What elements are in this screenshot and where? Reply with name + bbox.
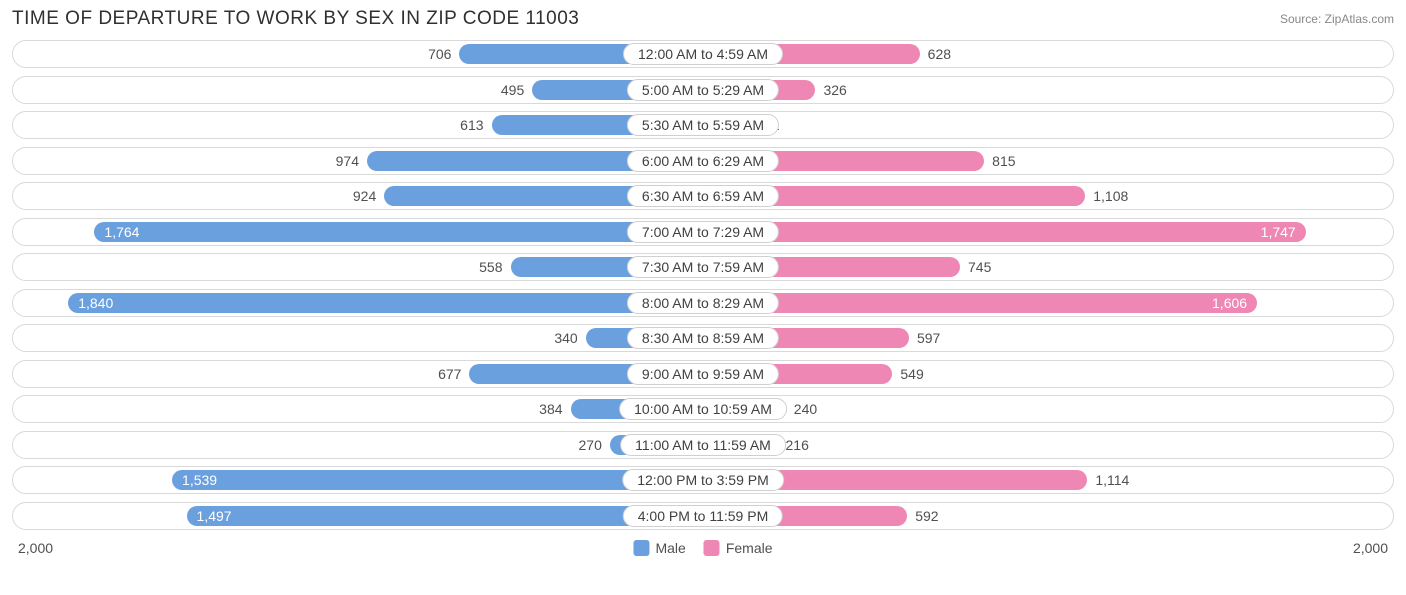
chart-row: 384 240 10:00 AM to 10:59 AM — [12, 395, 1394, 423]
legend: Male Female — [633, 540, 772, 556]
legend-swatch-female — [704, 540, 720, 556]
chart-row: 270 21611:00 AM to 11:59 AM — [12, 431, 1394, 459]
male-value: 270 — [579, 437, 602, 453]
chart-source: Source: ZipAtlas.com — [1280, 12, 1394, 26]
legend-item-male: Male — [633, 540, 685, 556]
diverging-bar-chart: 706 628 12:00 AM to 4:59 AM 495 326 5:00 AM t… — [12, 40, 1394, 530]
category-label: 5:00 AM to 5:29 AM — [627, 79, 779, 101]
category-label: 9:00 AM to 9:59 AM — [627, 363, 779, 385]
male-value: 340 — [554, 330, 577, 346]
category-label: 12:00 PM to 3:59 PM — [622, 469, 784, 491]
female-value: 597 — [917, 330, 940, 346]
male-value: 613 — [460, 117, 483, 133]
category-label: 8:00 AM to 8:29 AM — [627, 292, 779, 314]
male-value: 495 — [501, 82, 524, 98]
legend-item-female: Female — [704, 540, 773, 556]
axis-max-right: 2,000 — [1353, 540, 1388, 556]
chart-row: 974 815 6:00 AM to 6:29 AM — [12, 147, 1394, 175]
category-label: 10:00 AM to 10:59 AM — [619, 398, 787, 420]
male-value: 384 — [539, 401, 562, 417]
category-label: 7:30 AM to 7:59 AM — [627, 256, 779, 278]
category-label: 8:30 AM to 8:59 AM — [627, 327, 779, 349]
male-value: 677 — [438, 366, 461, 382]
female-value: 216 — [786, 437, 809, 453]
female-value: 326 — [823, 82, 846, 98]
female-bar: 1,606 — [703, 293, 1257, 313]
chart-footer: 2,000 Male Female 2,000 — [12, 537, 1394, 559]
male-value: 974 — [336, 153, 359, 169]
female-value: 815 — [992, 153, 1015, 169]
female-value: 592 — [915, 508, 938, 524]
male-value: 706 — [428, 46, 451, 62]
legend-label-female: Female — [726, 540, 773, 556]
female-value: 628 — [928, 46, 951, 62]
axis-max-left: 2,000 — [18, 540, 53, 556]
category-label: 5:30 AM to 5:59 AM — [627, 114, 779, 136]
male-value: 1,539 — [182, 472, 217, 488]
female-value: 1,747 — [1261, 224, 1296, 240]
legend-swatch-male — [633, 540, 649, 556]
male-value: 1,840 — [78, 295, 113, 311]
legend-label-male: Male — [655, 540, 685, 556]
category-label: 11:00 AM to 11:59 AM — [620, 434, 786, 456]
female-value: 1,108 — [1093, 188, 1128, 204]
chart-row: 340 597 8:30 AM to 8:59 AM — [12, 324, 1394, 352]
male-bar: 1,764 — [94, 222, 703, 242]
chart-row: 924 1,108 6:30 AM to 6:59 AM — [12, 182, 1394, 210]
category-label: 6:00 AM to 6:29 AM — [627, 150, 779, 172]
female-value: 1,114 — [1095, 472, 1129, 488]
male-value: 1,764 — [104, 224, 139, 240]
chart-row: 1,497 592 4:00 PM to 11:59 PM — [12, 502, 1394, 530]
category-label: 12:00 AM to 4:59 AM — [623, 43, 783, 65]
category-label: 6:30 AM to 6:59 AM — [627, 185, 779, 207]
male-value: 558 — [479, 259, 502, 275]
chart-row: 1,840 1,606 8:00 AM to 8:29 AM — [12, 289, 1394, 317]
category-label: 7:00 AM to 7:29 AM — [627, 221, 779, 243]
chart-row: 558 745 7:30 AM to 7:59 AM — [12, 253, 1394, 281]
chart-title: TIME OF DEPARTURE TO WORK BY SEX IN ZIP … — [12, 8, 579, 30]
female-value: 240 — [794, 401, 817, 417]
chart-row: 6131315:30 AM to 5:59 AM — [12, 111, 1394, 139]
chart-header: TIME OF DEPARTURE TO WORK BY SEX IN ZIP … — [12, 8, 1394, 30]
male-bar: 1,840 — [68, 293, 703, 313]
category-label: 4:00 PM to 11:59 PM — [623, 505, 783, 527]
chart-row: 495 326 5:00 AM to 5:29 AM — [12, 76, 1394, 104]
female-value: 745 — [968, 259, 991, 275]
chart-row: 677 549 9:00 AM to 9:59 AM — [12, 360, 1394, 388]
male-value: 1,497 — [197, 508, 232, 524]
female-bar: 1,747 — [703, 222, 1306, 242]
chart-row: 706 628 12:00 AM to 4:59 AM — [12, 40, 1394, 68]
chart-row: 1,764 1,747 7:00 AM to 7:29 AM — [12, 218, 1394, 246]
female-value: 1,606 — [1212, 295, 1247, 311]
male-value: 924 — [353, 188, 376, 204]
chart-row: 1,539 1,114 12:00 PM to 3:59 PM — [12, 466, 1394, 494]
female-value: 549 — [900, 366, 923, 382]
